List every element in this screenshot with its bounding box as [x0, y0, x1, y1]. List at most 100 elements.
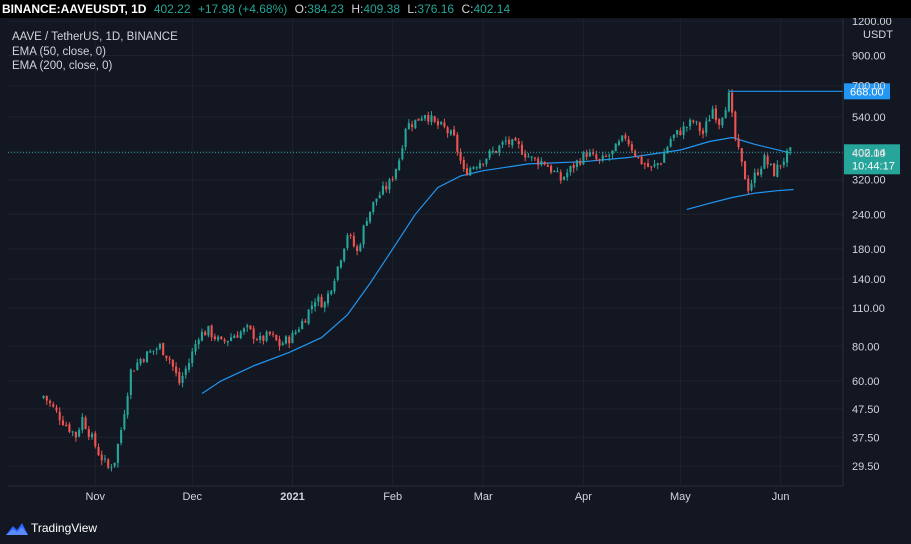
candle — [107, 458, 110, 470]
legend-title[interactable]: AAVE / TetherUS, 1D, BINANCE — [12, 31, 178, 43]
candle-body — [175, 366, 178, 374]
candle — [537, 156, 540, 170]
candle-body — [288, 336, 291, 344]
candle-body — [714, 108, 717, 121]
candle — [734, 110, 737, 142]
candle — [498, 144, 501, 157]
price-tick-label: 900.00 — [852, 51, 886, 63]
candle — [207, 325, 210, 338]
candle — [572, 161, 575, 173]
candle — [175, 362, 178, 377]
candle-body — [55, 407, 58, 411]
candle — [637, 157, 640, 159]
candle-body — [663, 153, 666, 163]
price-axis[interactable]: 1200.00 900.00 700.00 540.00 400.00 320.00 240… — [842, 16, 893, 486]
candle-body — [598, 159, 601, 161]
symbol-name[interactable]: BINANCE:AAVEUSDT, 1D — [2, 2, 147, 16]
close-value: 402.14 — [473, 2, 511, 16]
candle — [701, 127, 705, 139]
candle — [763, 153, 766, 170]
candle-body — [517, 141, 520, 145]
candle — [310, 300, 313, 314]
candle-body — [527, 156, 530, 158]
candle-body — [478, 163, 482, 169]
candle — [278, 335, 281, 351]
candle — [145, 350, 149, 363]
candle-body — [734, 111, 737, 139]
candle — [440, 120, 443, 126]
candle-body — [440, 122, 443, 125]
candle-body — [682, 126, 685, 136]
candle-body — [414, 119, 417, 129]
candle-body — [556, 171, 559, 173]
candle — [689, 118, 692, 131]
candle-body — [731, 92, 734, 113]
candle — [659, 162, 663, 166]
candle-body — [365, 221, 368, 226]
candle-body — [187, 362, 191, 370]
candle-body — [375, 198, 378, 202]
candle — [155, 347, 158, 355]
candle — [514, 136, 517, 141]
candle — [52, 401, 55, 408]
candle — [601, 151, 604, 163]
candle-body — [133, 370, 136, 372]
candle-body — [621, 135, 624, 141]
candle-body — [388, 179, 391, 190]
candle-body — [721, 117, 724, 126]
candle — [579, 158, 582, 167]
time-axis[interactable]: Nov Dec 2021 Feb Mar Apr May Jun — [8, 485, 843, 503]
price-tick-label: 80.00 — [852, 341, 880, 353]
candle-body — [427, 115, 430, 122]
candle — [478, 159, 482, 170]
candle — [608, 153, 611, 162]
candle-body — [711, 108, 714, 119]
candle — [55, 404, 58, 413]
candle — [417, 118, 420, 121]
time-tick-label: Feb — [383, 491, 402, 503]
candle-body — [436, 120, 439, 126]
candle — [650, 166, 653, 172]
candle — [776, 160, 779, 178]
candle-body — [743, 161, 747, 180]
candle-body — [262, 335, 265, 341]
candle — [136, 358, 139, 371]
last-price-label-bg — [844, 144, 900, 175]
candle-body — [42, 395, 45, 399]
candle — [640, 154, 643, 165]
candle — [630, 140, 633, 154]
time-tick-label: Apr — [575, 491, 592, 503]
candle-body — [252, 328, 255, 339]
candle — [346, 233, 349, 251]
legend-ema200[interactable]: EMA (200, close, 0) — [12, 60, 113, 72]
price-tick-label: 140.00 — [852, 274, 886, 286]
candle — [543, 161, 546, 166]
candle-body — [533, 157, 536, 159]
candle-body — [530, 156, 533, 158]
tradingview-logo[interactable]: TradingView — [6, 519, 97, 537]
candle-body — [120, 430, 123, 444]
candle-body — [514, 138, 517, 141]
candle — [255, 337, 258, 341]
candle-body — [310, 305, 313, 310]
candle-body — [572, 164, 575, 169]
candle-body — [524, 153, 527, 158]
candle — [388, 177, 391, 194]
candle — [178, 367, 181, 386]
candle — [339, 259, 343, 269]
price-tick-label: 320.00 — [852, 175, 886, 187]
candle — [420, 115, 423, 122]
open-value: 384.23 — [307, 2, 344, 16]
price-tick-label: 110.00 — [852, 303, 885, 315]
candle — [233, 333, 236, 339]
candle-body — [129, 369, 132, 396]
candle-body — [145, 351, 149, 363]
candle — [356, 244, 359, 256]
candle-body — [323, 302, 326, 308]
legend-ema50[interactable]: EMA (50, close, 0) — [12, 45, 106, 58]
candle — [284, 335, 288, 345]
candle-body — [453, 129, 456, 136]
candle-body — [579, 160, 582, 165]
candle — [81, 413, 84, 434]
